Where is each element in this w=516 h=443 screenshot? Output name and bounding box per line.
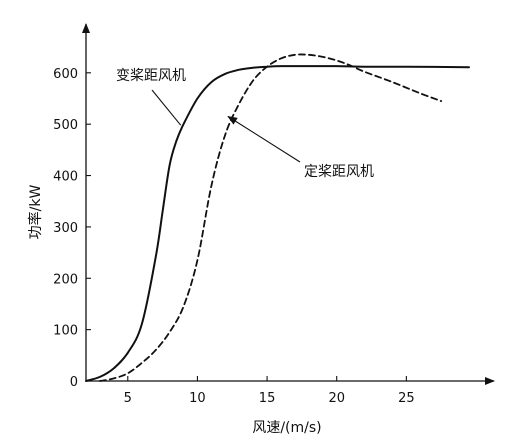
y-tick-label: 400 (53, 170, 78, 185)
x-tick-label: 15 (259, 391, 276, 406)
x-tick-label: 10 (189, 391, 206, 406)
y-tick-label: 0 (70, 375, 78, 390)
fixed-pitch-label-pointer (227, 115, 301, 163)
variable-pitch-label: 变桨距风机 (116, 67, 186, 84)
y-tick-label: 100 (53, 324, 78, 339)
x-axis-label: 风速/(m/s) (252, 420, 321, 436)
x-tick-label: 20 (328, 391, 345, 406)
x-tick-label: 25 (398, 391, 415, 406)
y-axis-label: 功率/kW (27, 185, 44, 240)
series-group (85, 53, 470, 382)
y-axis-ticks: 0 100 200 300 400 500 600 (53, 67, 91, 390)
fixed-pitch-curve (99, 53, 443, 382)
y-tick-label: 600 (53, 67, 78, 82)
x-axis-ticks: 5 10 15 20 25 (124, 376, 415, 406)
variable-pitch-label-pointer (151, 89, 182, 126)
y-tick-label: 200 (53, 272, 78, 287)
y-tick-label: 500 (53, 118, 78, 133)
fixed-pitch-label: 定桨距风机 (304, 163, 374, 180)
y-tick-label: 300 (53, 221, 78, 236)
x-tick-label: 5 (124, 391, 132, 406)
variable-pitch-curve (85, 65, 470, 382)
